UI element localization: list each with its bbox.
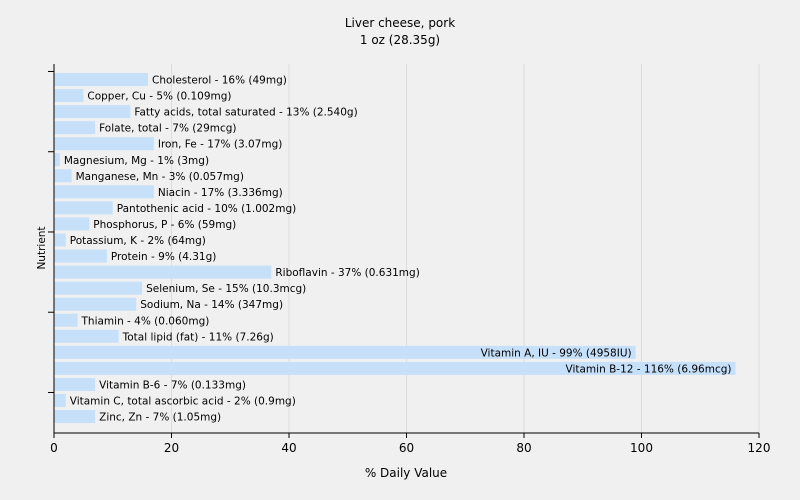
bar <box>54 361 736 375</box>
axes-group <box>48 64 760 438</box>
data-label: Selenium, Se - 15% (10.3mcg) <box>146 283 306 295</box>
data-label: Fatty acids, total saturated - 13% (2.54… <box>134 107 357 119</box>
x-tick-label: 0 <box>50 441 58 455</box>
y-axis-label: Nutrient <box>36 226 48 269</box>
bar <box>54 233 66 247</box>
bar <box>54 137 154 151</box>
bar <box>54 89 84 103</box>
x-tick-label: 120 <box>748 441 771 455</box>
x-tick-label: 100 <box>630 441 653 455</box>
data-label: Sodium, Na - 14% (347mg) <box>140 299 283 311</box>
bar <box>54 329 119 343</box>
bar <box>54 377 96 391</box>
bar <box>54 185 154 199</box>
bar <box>54 121 96 135</box>
data-label: Vitamin B-12 - 116% (6.96mcg) <box>566 363 732 375</box>
data-label: Iron, Fe - 17% (3.07mg) <box>158 139 282 151</box>
bars-group <box>54 73 736 424</box>
bar <box>54 345 636 359</box>
x-tick-label: 80 <box>516 441 531 455</box>
data-label: Protein - 9% (4.31g) <box>111 251 217 263</box>
data-label: Potassium, K - 2% (64mg) <box>70 235 206 247</box>
data-label: Vitamin A, IU - 99% (4958IU) <box>481 347 632 359</box>
x-axis-label: % Daily Value <box>365 466 447 480</box>
x-tick-label: 20 <box>164 441 179 455</box>
x-tick-label: 40 <box>281 441 296 455</box>
data-label: Magnesium, Mg - 1% (3mg) <box>64 155 209 167</box>
bar <box>54 313 78 327</box>
data-label: Total lipid (fat) - 11% (7.26g) <box>122 331 274 343</box>
bar <box>54 249 107 263</box>
x-tick-label: 60 <box>399 441 414 455</box>
bar <box>54 410 96 424</box>
bar <box>54 281 143 295</box>
bar <box>54 201 113 215</box>
bar <box>54 394 66 407</box>
data-label: Cholesterol - 16% (49mg) <box>152 75 287 87</box>
bar <box>54 153 60 167</box>
data-label: Zinc, Zn - 7% (1.05mg) <box>99 412 221 424</box>
bar <box>54 297 137 311</box>
x-tick-labels: 0 20 40 60 80 100 120 <box>50 441 770 455</box>
data-label: Niacin - 17% (3.336mg) <box>158 187 283 199</box>
bar <box>54 265 272 279</box>
data-label: Riboflavin - 37% (0.631mg) <box>275 267 419 279</box>
data-label: Manganese, Mn - 3% (0.057mg) <box>76 171 244 183</box>
bar <box>54 169 72 183</box>
data-label: Copper, Cu - 5% (0.109mg) <box>87 91 231 103</box>
data-label: Phosphorus, P - 6% (59mg) <box>93 219 236 231</box>
data-label: Thiamin - 4% (0.060mg) <box>81 315 210 327</box>
bar <box>54 217 90 231</box>
data-label: Folate, total - 7% (29mcg) <box>99 123 236 135</box>
data-label: Pantothenic acid - 10% (1.002mg) <box>117 203 296 215</box>
chart-title: Liver cheese, pork <box>345 16 455 30</box>
data-label: Vitamin C, total ascorbic acid - 2% (0.9… <box>70 396 296 408</box>
data-labels: Cholesterol - 16% (49mg) Copper, Cu - 5% … <box>64 75 732 424</box>
data-label: Vitamin B-6 - 7% (0.133mg) <box>99 379 246 391</box>
bar <box>54 105 131 119</box>
grid-lines <box>171 64 760 433</box>
chart-subtitle: 1 oz (28.35g) <box>360 33 440 47</box>
bar <box>54 73 148 86</box>
